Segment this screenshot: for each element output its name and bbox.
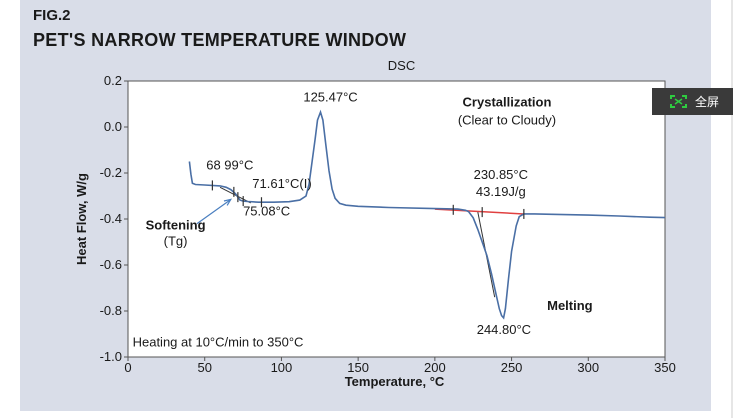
x-tick-label: 300 (577, 360, 599, 375)
annotation-label: 244.80°C (477, 322, 531, 337)
y-tick-label: -0.8 (100, 303, 122, 318)
annotation-label: Melting (547, 298, 593, 313)
annotation-arrow (196, 198, 232, 225)
scrollbar-track (731, 0, 733, 418)
x-tick-label: 100 (271, 360, 293, 375)
dsc-curve (188, 109, 666, 320)
onset-tangent (219, 186, 251, 204)
annotation-label: Heating at 10°C/min to 350°C (133, 335, 304, 350)
y-tick-label: 0.2 (104, 73, 122, 88)
annotation-label: 230.85°C (474, 167, 528, 182)
y-axis-label: Heat Flow, W/g (74, 173, 89, 265)
annotation-label: 75.08°C (243, 204, 290, 219)
annotation-label: 71.61°C(I) (252, 176, 311, 191)
fullscreen-label: 全屏 (695, 95, 720, 109)
annotation-label: (Tg) (164, 233, 188, 248)
x-tick-label: 350 (654, 360, 676, 375)
integration-baseline (434, 208, 524, 215)
arrow-head (223, 198, 233, 206)
x-axis-label: Temperature, °C (345, 374, 445, 389)
y-tick-label: -0.2 (100, 165, 122, 180)
annotation-label: Crystallization (463, 94, 552, 109)
axis-ticks: 0 50 100 150 200 250 300 350 0.2 0.0 -0.2 -0.4 -0.6 -… (100, 73, 676, 375)
fullscreen-button[interactable]: 全屏 (652, 88, 733, 115)
x-tick-label: 150 (347, 360, 369, 375)
x-tick-label: 50 (197, 360, 211, 375)
figure-label: FIG.2 (33, 7, 71, 24)
annotation-layer: 125.47°C Crystallization (Clear to Cloudy)… (133, 90, 593, 350)
y-tick-label: 0.0 (104, 119, 122, 134)
annotation-label: 43.19J/g (476, 184, 526, 199)
annotation-label: 68 99°C (206, 158, 253, 173)
annotation-label: 125.47°C (303, 90, 357, 105)
figure-title: PET'S NARROW TEMPERATURE WINDOW (33, 30, 407, 50)
series-layer (188, 109, 666, 320)
chart-title: DSC (388, 58, 415, 73)
annotation-label: (Clear to Cloudy) (458, 113, 556, 128)
x-tick-label: 200 (424, 360, 446, 375)
expand-icon (670, 95, 687, 108)
y-tick-label: -0.4 (100, 211, 122, 226)
x-tick-label: 250 (501, 360, 523, 375)
x-tick-label: 0 (124, 360, 131, 375)
annotation-label: Softening (146, 217, 206, 232)
y-tick-label: -0.6 (100, 257, 122, 272)
plot-area (127, 80, 666, 358)
y-tick-label: -1.0 (100, 349, 122, 364)
